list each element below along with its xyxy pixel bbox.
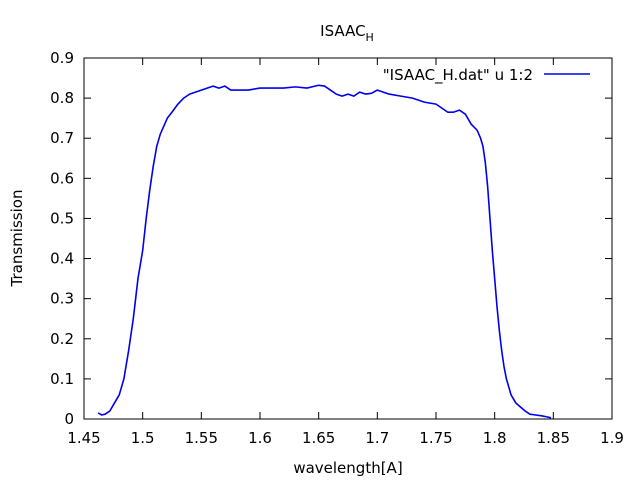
y-tick-label: 0.2 <box>50 330 74 348</box>
x-tick-label: 1.6 <box>248 429 272 447</box>
x-tick-label: 1.9 <box>600 429 624 447</box>
y-tick-label: 0 <box>64 410 74 428</box>
y-tick-label: 0.4 <box>50 250 74 268</box>
x-tick-label: 1.5 <box>131 429 155 447</box>
y-tick-label: 0.1 <box>50 370 74 388</box>
x-tick-label: 1.55 <box>185 429 218 447</box>
y-axis-label: Transmission <box>8 190 26 288</box>
x-tick-label: 1.7 <box>365 429 389 447</box>
x-axis-label: wavelength[A] <box>293 459 402 477</box>
series-line-isaac-h <box>97 84 552 419</box>
y-tick-labels: 0 0.1 0.2 0.3 0.4 0.5 0.6 0.7 0.8 0.9 <box>50 49 74 428</box>
x-tick-label: 1.45 <box>67 429 100 447</box>
y-tick-label: 0.5 <box>50 209 74 227</box>
chart-title: ISAACH <box>320 22 374 44</box>
x-tick-label: 1.65 <box>302 429 335 447</box>
plot-frame <box>83 57 613 420</box>
x-tick-labels: 1.45 1.5 1.55 1.6 1.65 1.7 1.75 1.8 1.85 1.9 <box>67 429 624 447</box>
y-tick-label: 0.3 <box>50 290 74 308</box>
legend-label: "ISAAC_H.dat" u 1:2 <box>383 66 533 85</box>
y-tick-label: 0.9 <box>50 49 74 67</box>
x-tick-label: 1.75 <box>419 429 452 447</box>
x-tick-label: 1.8 <box>483 429 507 447</box>
y-tick-label: 0.6 <box>50 169 74 187</box>
legend: "ISAAC_H.dat" u 1:2 <box>383 66 590 85</box>
y-tick-label: 0.8 <box>50 89 74 107</box>
y-tick-label: 0.7 <box>50 129 74 147</box>
x-tick-label: 1.85 <box>537 429 570 447</box>
tick-marks <box>83 57 613 420</box>
